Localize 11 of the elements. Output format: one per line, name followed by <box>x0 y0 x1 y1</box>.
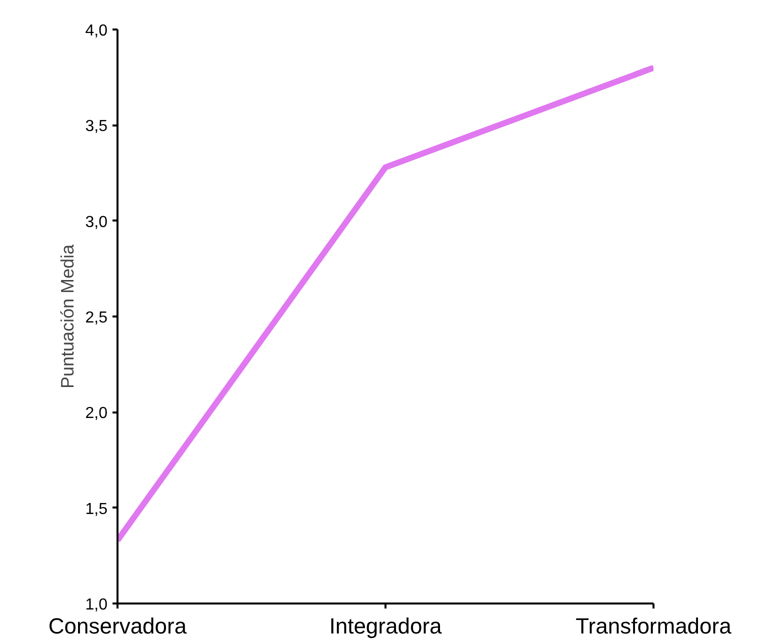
x-tick-label: Conservadora <box>48 614 188 638</box>
y-tick-label: 3,5 <box>85 118 108 136</box>
y-tick-label: 2,0 <box>85 405 108 422</box>
y-tick-label: 2,5 <box>85 310 108 326</box>
x-tick-label: Transformadora <box>576 614 732 638</box>
y-tick-label: 1,5 <box>85 500 108 518</box>
y-tick-label: 4,0 <box>85 22 108 40</box>
y-axis-title: Puntuación Media <box>57 243 78 389</box>
y-tick-label: 3,0 <box>85 214 108 231</box>
y-tick-label: 1,0 <box>85 596 108 614</box>
x-tick-label: Integradora <box>329 614 443 638</box>
